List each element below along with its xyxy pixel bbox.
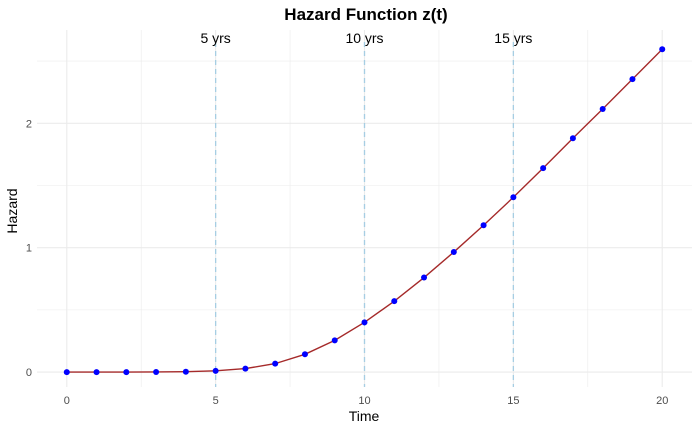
- data-point: [510, 194, 517, 201]
- data-point: [450, 249, 457, 256]
- chart-title: Hazard Function z(t): [284, 5, 447, 24]
- data-point: [272, 360, 279, 367]
- data-point: [182, 368, 189, 375]
- reference-lines: [214, 42, 515, 387]
- data-point: [421, 274, 428, 281]
- data-point: [331, 337, 338, 344]
- reference-line-label: 5 yrs: [200, 30, 230, 46]
- data-point: [242, 365, 249, 372]
- x-axis-label: Time: [349, 408, 380, 424]
- data-point: [63, 369, 70, 376]
- data-point: [569, 135, 576, 142]
- y-tick-label: 0: [26, 367, 32, 379]
- x-tick-label: 15: [507, 395, 519, 407]
- data-point: [93, 369, 100, 376]
- x-tick-label: 5: [213, 395, 219, 407]
- data-point: [123, 369, 130, 376]
- data-point: [153, 368, 160, 375]
- annotations: 5 yrs 10 yrs 15 yrs: [200, 30, 532, 46]
- data-point: [391, 298, 398, 305]
- y-tick-label: 1: [26, 243, 32, 255]
- series: [63, 46, 666, 376]
- data-point: [212, 367, 219, 374]
- x-tick-label: 0: [64, 395, 70, 407]
- data-point: [480, 222, 487, 229]
- tick-labels: 0 5 10 15 20 0 1 2: [26, 118, 668, 407]
- x-tick-label: 20: [656, 395, 668, 407]
- data-point: [659, 46, 666, 53]
- data-point: [361, 319, 368, 326]
- reference-line-label: 10 yrs: [345, 30, 383, 46]
- x-tick-label: 10: [358, 395, 370, 407]
- y-axis-label: Hazard: [4, 188, 20, 233]
- data-point: [301, 351, 308, 358]
- y-tick-label: 2: [26, 118, 32, 130]
- data-point: [540, 165, 547, 172]
- data-point: [599, 105, 606, 112]
- reference-line-label: 15 yrs: [494, 30, 532, 46]
- data-point: [629, 76, 636, 83]
